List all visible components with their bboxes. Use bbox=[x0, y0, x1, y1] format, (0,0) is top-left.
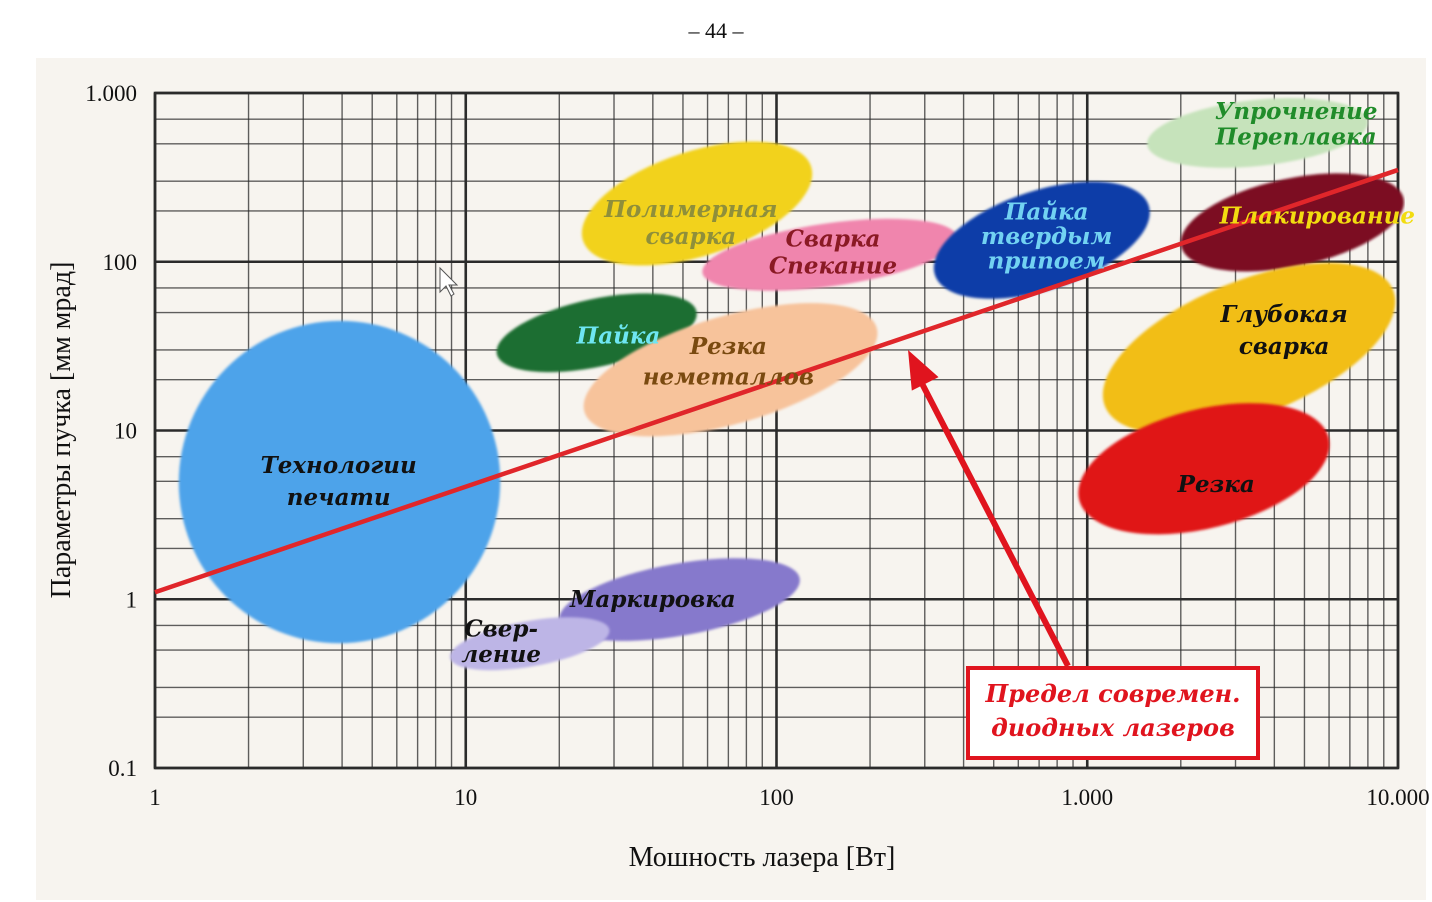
tick-labels: 1 10 100 1.000 10.000 0.1 1 10 100 1.000 bbox=[85, 81, 1429, 810]
region-cutting bbox=[1078, 403, 1330, 535]
x-tick-label: 1 bbox=[149, 785, 161, 810]
y-tick-label: 10 bbox=[114, 419, 137, 444]
limit-line-layer bbox=[154, 167, 1399, 595]
page-number: – 44 – bbox=[688, 18, 744, 43]
annotation-text: Предел современ. bbox=[985, 679, 1241, 708]
annotation-arrow bbox=[913, 370, 1071, 668]
plot-frame bbox=[153, 91, 1400, 770]
y-tick-label: 100 bbox=[103, 250, 138, 275]
region-label-cutting-nonmetals: неметаллов bbox=[643, 363, 814, 390]
region-label-cladding: Плакирование bbox=[1219, 202, 1415, 229]
x-tick-label: 100 bbox=[759, 785, 794, 810]
region-welding-sintering bbox=[702, 218, 958, 291]
region-label-soldering: Пайка bbox=[576, 323, 661, 350]
region-label-drilling: ление bbox=[461, 641, 541, 668]
region-label-brazing: припоем bbox=[988, 247, 1106, 274]
y-axis-title: Параметры пучка [мм мрад] bbox=[46, 262, 77, 599]
application-regions bbox=[178, 98, 1405, 671]
region-polymer-welding bbox=[581, 141, 813, 266]
region-label-hardening-remelting: Упрочнение bbox=[1215, 98, 1378, 125]
region-label-polymer-welding: сварка bbox=[646, 223, 737, 250]
region-hardening-remelting bbox=[1147, 98, 1368, 168]
diode-limit-line bbox=[154, 167, 1399, 595]
diode-limit-annotation: Предел современ. диодных лазеров bbox=[908, 349, 1260, 760]
y-tick-label: 0.1 bbox=[108, 756, 137, 781]
region-label-brazing: Пайка bbox=[1004, 199, 1089, 226]
region-label-technologies-printing: печати bbox=[287, 484, 391, 511]
region-deep-welding bbox=[1102, 262, 1396, 434]
y-tick-label: 1.000 bbox=[85, 81, 137, 106]
region-label-deep-welding: Глубокая bbox=[1219, 301, 1347, 328]
region-label-welding-sintering: Сварка bbox=[786, 225, 881, 252]
region-marking bbox=[559, 558, 800, 641]
region-brazing bbox=[933, 181, 1150, 299]
annotation-arrowhead bbox=[908, 349, 939, 391]
x-tick-label: 10 bbox=[454, 785, 477, 810]
region-label-marking: Маркировка bbox=[569, 586, 736, 613]
y-tick-label: 1 bbox=[126, 587, 138, 612]
annotation-text: диодных лазеров bbox=[991, 713, 1235, 742]
region-label-cutting: Резка bbox=[1177, 471, 1255, 498]
region-label-cutting-nonmetals: Резка bbox=[689, 333, 767, 360]
x-axis-title: Мошность лазера [Вт] bbox=[629, 842, 896, 873]
region-cladding bbox=[1180, 173, 1405, 272]
annotation-box bbox=[966, 666, 1260, 760]
region-cutting-nonmetals bbox=[583, 303, 878, 437]
region-technologies-printing bbox=[178, 320, 501, 644]
region-label-brazing: твердым bbox=[981, 223, 1112, 250]
x-tick-label: 1.000 bbox=[1061, 785, 1113, 810]
region-label-polymer-welding: Полимерная bbox=[603, 196, 777, 223]
region-label-hardening-remelting: Переплавка bbox=[1215, 124, 1377, 151]
region-drilling bbox=[449, 617, 610, 671]
mouse-cursor-icon bbox=[439, 266, 459, 297]
region-label-technologies-printing: Технологии bbox=[261, 452, 417, 479]
region-label-welding-sintering: Спекание bbox=[769, 252, 897, 279]
region-label-deep-welding: сварка bbox=[1239, 333, 1330, 360]
x-tick-label: 10.000 bbox=[1366, 785, 1429, 810]
region-label-drilling: Свер- bbox=[464, 615, 538, 642]
region-labels: ТехнологиипечатиПолимернаясваркаПайкаСва… bbox=[261, 98, 1415, 668]
